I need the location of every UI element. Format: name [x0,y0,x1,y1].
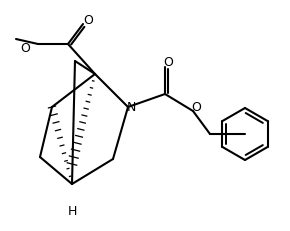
Text: O: O [20,41,30,54]
Text: H: H [67,204,77,217]
Text: N: N [126,101,136,114]
Text: O: O [163,55,173,68]
Text: O: O [83,13,93,26]
Text: O: O [191,101,201,114]
